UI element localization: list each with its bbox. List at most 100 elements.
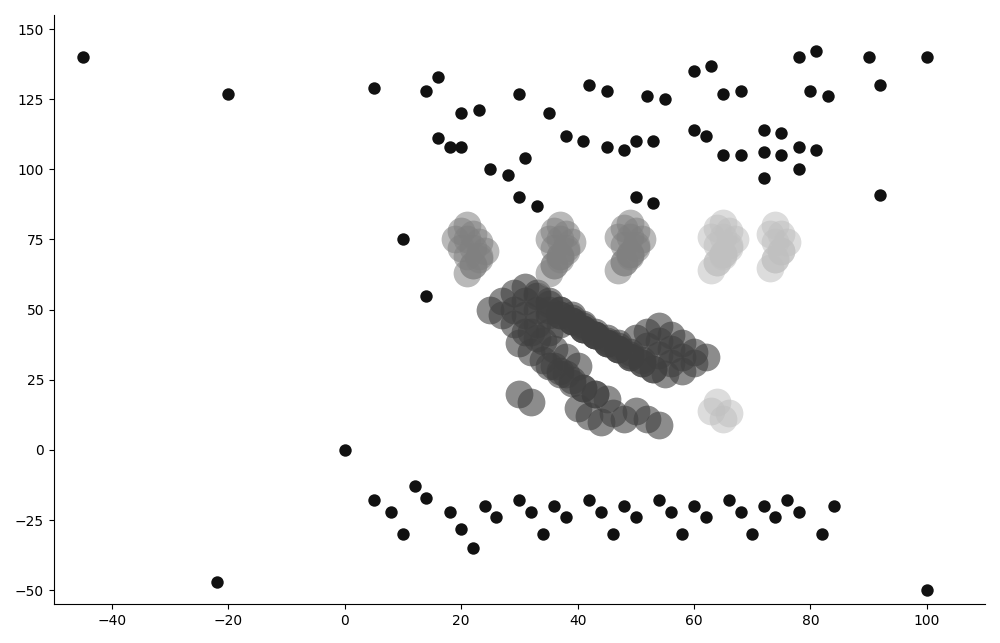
Point — [558, 243, 574, 253]
Point — [447, 234, 463, 244]
Point — [727, 234, 743, 244]
Point — [523, 347, 539, 357]
Point — [465, 260, 481, 270]
Point — [808, 145, 824, 155]
Point — [541, 310, 557, 320]
Point — [721, 226, 737, 236]
Point — [546, 361, 562, 371]
Point — [767, 221, 783, 231]
Point — [628, 136, 644, 147]
Point — [610, 265, 626, 275]
Point — [587, 330, 603, 340]
Point — [482, 164, 498, 174]
Point — [721, 408, 737, 419]
Point — [564, 310, 580, 320]
Point — [442, 507, 458, 517]
Point — [506, 287, 522, 298]
Point — [564, 313, 580, 323]
Point — [791, 507, 807, 517]
Point — [767, 254, 783, 264]
Point — [622, 231, 638, 242]
Point — [698, 131, 714, 141]
Point — [599, 394, 615, 404]
Point — [482, 305, 498, 315]
Point — [430, 133, 446, 143]
Point — [686, 347, 702, 357]
Point — [453, 141, 469, 152]
Point — [605, 408, 621, 419]
Point — [581, 80, 597, 90]
Point — [587, 327, 603, 337]
Point — [558, 246, 574, 256]
Point — [610, 341, 626, 351]
Point — [459, 251, 475, 262]
Point — [442, 141, 458, 152]
Point — [366, 495, 382, 505]
Point — [628, 243, 644, 253]
Point — [506, 305, 522, 315]
Point — [535, 336, 551, 346]
Point — [622, 251, 638, 262]
Point — [337, 445, 353, 455]
Point — [686, 125, 702, 135]
Point — [459, 221, 475, 231]
Point — [541, 108, 557, 118]
Point — [511, 192, 527, 203]
Point — [861, 52, 877, 62]
Point — [820, 91, 836, 102]
Point — [663, 358, 679, 368]
Point — [546, 243, 562, 253]
Point — [546, 260, 562, 270]
Point — [523, 507, 539, 517]
Point — [779, 495, 795, 505]
Point — [651, 322, 667, 332]
Point — [703, 60, 719, 71]
Point — [733, 507, 749, 517]
Point — [529, 318, 545, 329]
Point — [575, 324, 591, 334]
Point — [622, 352, 638, 363]
Point — [575, 383, 591, 394]
Point — [529, 332, 545, 343]
Point — [622, 217, 638, 228]
Point — [552, 305, 568, 315]
Point — [674, 352, 690, 363]
Point — [575, 318, 591, 329]
Point — [703, 231, 719, 242]
Point — [791, 141, 807, 152]
Point — [488, 512, 504, 522]
Point — [919, 585, 935, 595]
Point — [575, 383, 591, 394]
Point — [634, 355, 650, 365]
Point — [511, 89, 527, 99]
Point — [622, 248, 638, 258]
Point — [546, 344, 562, 354]
Point — [517, 310, 533, 320]
Point — [366, 83, 382, 93]
Point — [523, 397, 539, 408]
Point — [471, 105, 487, 116]
Point — [744, 529, 760, 539]
Point — [552, 318, 568, 329]
Point — [541, 268, 557, 278]
Point — [715, 89, 731, 99]
Point — [564, 316, 580, 326]
Point — [657, 369, 673, 379]
Point — [500, 170, 516, 180]
Point — [407, 481, 423, 491]
Point — [471, 237, 487, 248]
Point — [919, 52, 935, 62]
Point — [663, 507, 679, 517]
Point — [453, 108, 469, 118]
Point — [779, 237, 795, 248]
Point — [599, 86, 615, 96]
Point — [558, 131, 574, 141]
Point — [721, 240, 737, 250]
Point — [75, 52, 91, 62]
Point — [552, 234, 568, 244]
Point — [657, 94, 673, 104]
Point — [802, 86, 818, 96]
Point — [634, 358, 650, 368]
Point — [645, 198, 661, 208]
Point — [535, 355, 551, 365]
